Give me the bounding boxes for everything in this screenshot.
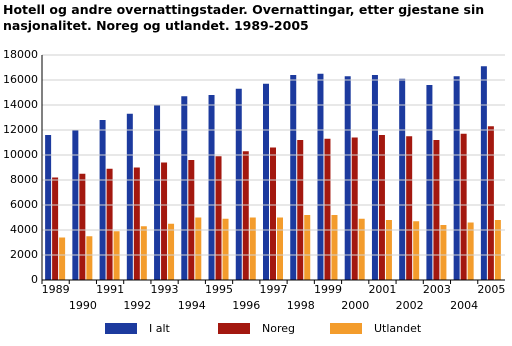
bar [242,151,249,280]
x-tick-label: 1989 [42,283,70,296]
legend-swatch [105,323,137,334]
y-tick-label: 10000 [3,148,38,161]
bar [304,215,311,280]
bar [324,138,331,280]
bar [453,76,460,280]
bar [494,220,501,280]
bar [270,147,276,280]
x-tick-label: 2003 [423,283,451,296]
y-tick-label: 8000 [10,173,38,186]
bar [406,136,413,280]
bar [79,173,86,280]
bar [351,137,358,280]
y-tick-label: 18000 [3,48,38,61]
x-tick-label: 1991 [96,283,124,296]
bar [99,120,106,280]
bar [358,218,365,280]
bar [154,105,161,280]
bar [222,218,229,280]
x-tick-label: 1994 [178,299,206,312]
legend-swatch [218,323,250,334]
x-tick-label: 1995 [205,283,233,296]
legend-label: I alt [149,322,171,335]
y-tick-label: 0 [31,273,38,286]
x-tick-label: 2001 [368,283,396,296]
bar [235,88,242,280]
bar [249,217,256,280]
x-tick-label: 2004 [450,299,478,312]
bar [195,217,202,280]
bar [263,83,269,280]
legend-label: Noreg [262,322,295,335]
x-tick-label: 1999 [314,283,342,296]
y-tick-label: 2000 [10,248,38,261]
bar [113,231,120,280]
bar [385,220,392,280]
x-tick-label: 2005 [477,283,505,296]
bar [480,66,487,280]
bar [378,135,385,280]
bar [426,85,433,280]
x-tick-label: 1997 [260,283,288,296]
bar [126,113,133,280]
x-tick-label: 1992 [123,299,151,312]
bar [399,78,406,280]
legend-label: Utlandet [374,322,422,335]
x-tick-label: 1996 [232,299,260,312]
bar [188,160,195,280]
x-tick-label: 2002 [396,299,424,312]
bar [467,222,474,280]
x-tick-label: 1998 [287,299,315,312]
bar [161,162,168,280]
bar [140,226,147,280]
x-tick-label: 2000 [341,299,369,312]
y-tick-label: 14000 [3,98,38,111]
bar [45,135,52,280]
bar [331,215,338,280]
bar [215,156,222,280]
bar [297,140,304,280]
bar [181,96,188,280]
bar [59,237,66,280]
bar [106,168,113,280]
chart-title: Hotell og andre overnattingstader. Overn… [3,2,485,33]
bar [168,223,175,280]
bar [86,236,93,280]
bar [371,75,378,280]
bar [208,95,215,280]
bar [133,167,140,280]
bar [440,225,447,280]
y-tick-label: 12000 [3,123,38,136]
legend-swatch [330,323,362,334]
y-tick-label: 4000 [10,223,38,236]
bar [487,126,494,280]
bar [317,73,324,280]
bar [460,133,467,280]
bar [290,75,297,280]
y-tick-label: 6000 [10,198,38,211]
x-tick-label: 1990 [69,299,97,312]
bar [433,140,440,280]
bar [52,177,59,280]
bar [344,76,351,280]
bar [277,217,283,280]
y-tick-label: 16000 [3,73,38,86]
x-tick-label: 1993 [151,283,179,296]
bar [413,221,420,280]
